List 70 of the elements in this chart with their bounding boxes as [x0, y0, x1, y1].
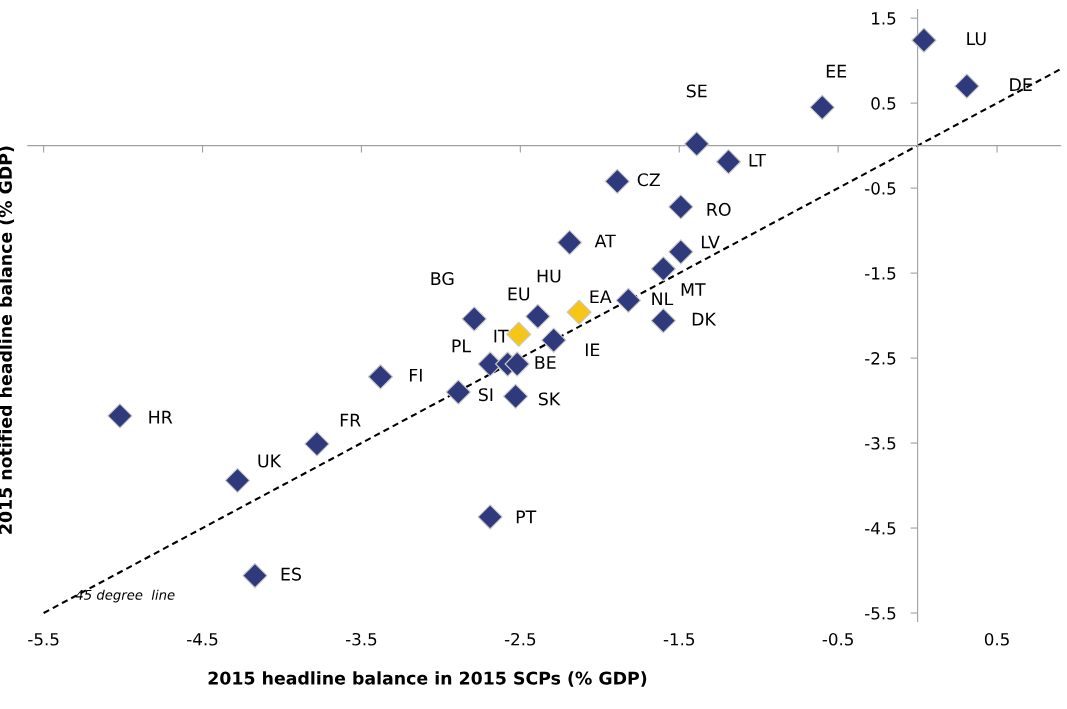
- x-tick-label: -2.5: [504, 632, 536, 646]
- annotation: LU: [967, 32, 986, 46]
- annotation: ES: [281, 567, 301, 581]
- annotation: 45 degree line: [75, 589, 175, 603]
- point: [445, 379, 471, 405]
- x-tick-label: -3.5: [345, 632, 377, 646]
- point: [502, 383, 529, 409]
- annotation: IT: [494, 329, 509, 343]
- annotation: CZ: [637, 173, 660, 187]
- annotation: PL: [452, 339, 471, 353]
- annotation: SE: [686, 84, 707, 98]
- point: [715, 149, 742, 175]
- point: [242, 563, 268, 589]
- y-tick-label: 1.5: [872, 12, 896, 25]
- annotation: HR: [149, 410, 173, 424]
- point: [684, 131, 710, 157]
- y-tick-label: 0.5: [871, 97, 896, 110]
- point: [650, 308, 676, 334]
- annotation: MT: [681, 283, 706, 296]
- annotation: IE: [585, 343, 600, 357]
- y-tick-label: -4.5: [865, 522, 896, 535]
- annotation: LT: [749, 153, 766, 167]
- x-tick-label: -5.5: [28, 633, 59, 646]
- y-tick-label: -2.5: [865, 352, 896, 365]
- annotation: NL: [652, 292, 674, 306]
- point: [615, 287, 641, 313]
- annotation: DK: [692, 312, 717, 326]
- annotation: UK: [258, 454, 282, 468]
- x-tick-label: 0.5: [984, 632, 1009, 646]
- point: [809, 94, 835, 120]
- point: [477, 504, 503, 530]
- y-tick-label: -3.5: [865, 437, 896, 450]
- annotation: HU: [537, 269, 561, 283]
- point: [304, 431, 330, 457]
- annotation: LV: [701, 235, 720, 249]
- annotation: EU: [508, 287, 530, 301]
- annotation: RO: [707, 202, 731, 216]
- annotation: FR: [340, 413, 361, 427]
- annotation: BE: [535, 356, 556, 369]
- annotation: SI: [478, 388, 493, 402]
- point: [557, 229, 583, 256]
- annotation: PT: [516, 510, 537, 524]
- annotation: EE: [826, 64, 846, 78]
- y-tick-label: -0.5: [865, 182, 896, 195]
- annotation: DE: [1010, 78, 1032, 91]
- y-tick-label: -1.5: [865, 267, 896, 280]
- point: [954, 73, 980, 99]
- x-axis-title: 2015 headline balance in 2015 SCPs (% GDP): [208, 671, 647, 687]
- point: [504, 351, 530, 377]
- point: [367, 364, 394, 390]
- annotation: FI: [409, 368, 422, 382]
- point: [668, 239, 694, 265]
- point: [224, 467, 251, 494]
- point: [566, 299, 592, 325]
- point: [668, 194, 694, 220]
- point: [541, 327, 567, 353]
- annotation: AT: [594, 234, 616, 248]
- point: [525, 303, 551, 330]
- point: [107, 403, 133, 429]
- annotation: SK: [538, 392, 561, 406]
- point: [604, 168, 630, 194]
- x-tick-label: -4.5: [187, 633, 218, 646]
- point: [650, 256, 676, 282]
- point: [461, 306, 487, 332]
- x-tick-label: -0.5: [822, 632, 853, 646]
- annotation: BG: [431, 271, 454, 286]
- point: [911, 27, 937, 53]
- x-tick-label: -1.5: [663, 633, 695, 646]
- y-tick-label: -5.5: [865, 607, 896, 620]
- annotation: EA: [590, 290, 612, 304]
